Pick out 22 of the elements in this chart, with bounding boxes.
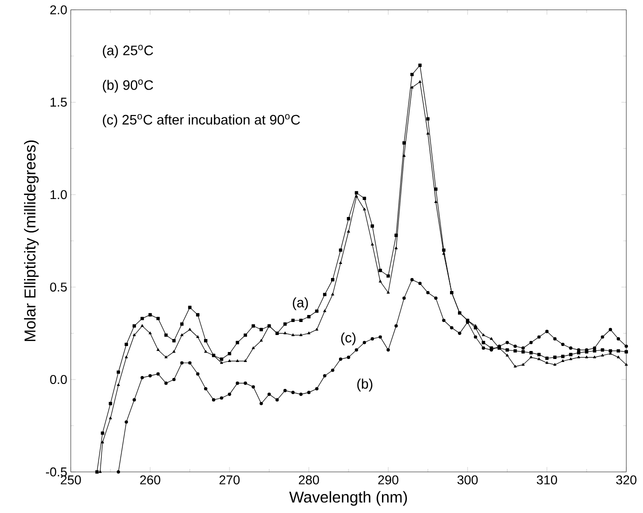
- y-tick-label: 1.0: [50, 190, 67, 200]
- annotation: (c): [341, 332, 356, 346]
- annotation: (b) 90$^{o}$C: [102, 79, 154, 93]
- annotation: (a): [292, 297, 308, 310]
- x-tick-label: 290: [378, 475, 398, 484]
- x-tick-label: 260: [140, 475, 160, 484]
- y-tick-label: -0.5: [46, 467, 67, 476]
- y-tick-label: 1.5: [50, 98, 67, 107]
- y-tick-label: 0.5: [50, 282, 67, 292]
- x-tick-label: 280: [298, 475, 319, 484]
- y-tick-label: 2.0: [50, 5, 67, 14]
- x-tick-label: 320: [616, 475, 636, 484]
- annotation: (b): [357, 378, 372, 392]
- x-axis-title: Wavelength (nm): [289, 491, 407, 506]
- y-tick-label: 0.0: [50, 374, 67, 384]
- x-tick-label: 250: [60, 475, 81, 484]
- x-tick-label: 270: [220, 475, 240, 484]
- y-axis-title: Molar Ellipticity (millidegrees): [24, 140, 39, 341]
- annotation: (c) 25$^{o}$C after incubation at 90$^{o}$C: [102, 114, 300, 128]
- x-tick-label: 300: [457, 475, 478, 484]
- annotation: (a) 25$^{o}$C: [102, 44, 154, 58]
- x-tick-label: 310: [536, 475, 558, 484]
